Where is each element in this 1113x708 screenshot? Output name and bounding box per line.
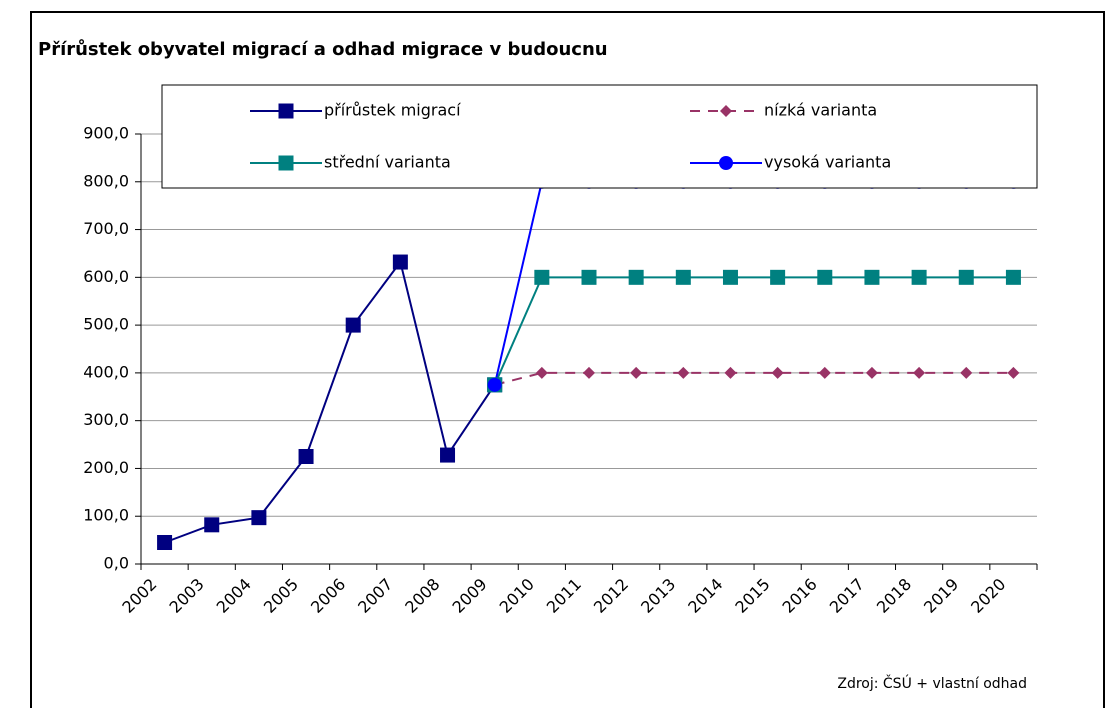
marker [535, 366, 548, 379]
legend-label: nízká varianta [764, 101, 877, 120]
marker [583, 366, 595, 379]
marker [771, 366, 784, 379]
marker [864, 269, 880, 285]
y-tick-label: 800,0 [83, 171, 129, 190]
y-tick-label: 300,0 [83, 410, 129, 429]
marker [157, 535, 173, 550]
marker [913, 366, 926, 379]
marker [440, 447, 456, 463]
marker [724, 366, 737, 379]
y-tick-label: 0,0 [104, 554, 129, 573]
legend-label: přírůstek migrací [324, 101, 461, 120]
marker [534, 269, 550, 285]
marker [675, 269, 691, 285]
marker [770, 269, 786, 285]
marker [960, 366, 973, 379]
marker [1007, 366, 1020, 379]
marker [722, 269, 738, 285]
marker [911, 269, 927, 285]
y-tick-label: 100,0 [83, 506, 129, 525]
y-tick-label: 200,0 [83, 458, 129, 477]
marker [677, 366, 690, 379]
marker [818, 366, 831, 379]
y-tick-label: 900,0 [83, 124, 129, 143]
legend-label: střední varianta [324, 153, 451, 172]
marker [817, 269, 833, 285]
legend-marker [278, 155, 294, 171]
y-tick-label: 500,0 [83, 315, 129, 334]
marker [204, 517, 220, 533]
y-tick-label: 600,0 [83, 267, 129, 286]
marker [345, 317, 361, 333]
marker [392, 254, 408, 270]
legend-marker [278, 103, 294, 119]
y-tick-label: 700,0 [83, 219, 129, 238]
y-tick-label: 400,0 [83, 362, 129, 381]
legend-marker [719, 156, 733, 170]
source-note: Zdroj: ČSÚ + vlastní odhad [837, 674, 1027, 692]
marker [865, 366, 878, 379]
marker [298, 449, 314, 464]
marker [630, 366, 643, 379]
marker [628, 269, 644, 285]
legend-label: vysoká varianta [764, 153, 891, 172]
series-line [164, 259, 496, 544]
legend: přírůstek migrací nízká varianta střední v… [161, 84, 1038, 189]
marker [958, 269, 974, 285]
marker [487, 377, 502, 392]
legend-box [161, 84, 1038, 189]
marker [581, 269, 597, 285]
marker [251, 510, 267, 526]
chart-title: Přírůstek obyvatel migrací a odhad migra… [38, 38, 608, 60]
series-line [493, 276, 1014, 386]
series-line [494, 371, 1014, 386]
marker [1005, 269, 1021, 285]
legend-marker [720, 105, 732, 117]
